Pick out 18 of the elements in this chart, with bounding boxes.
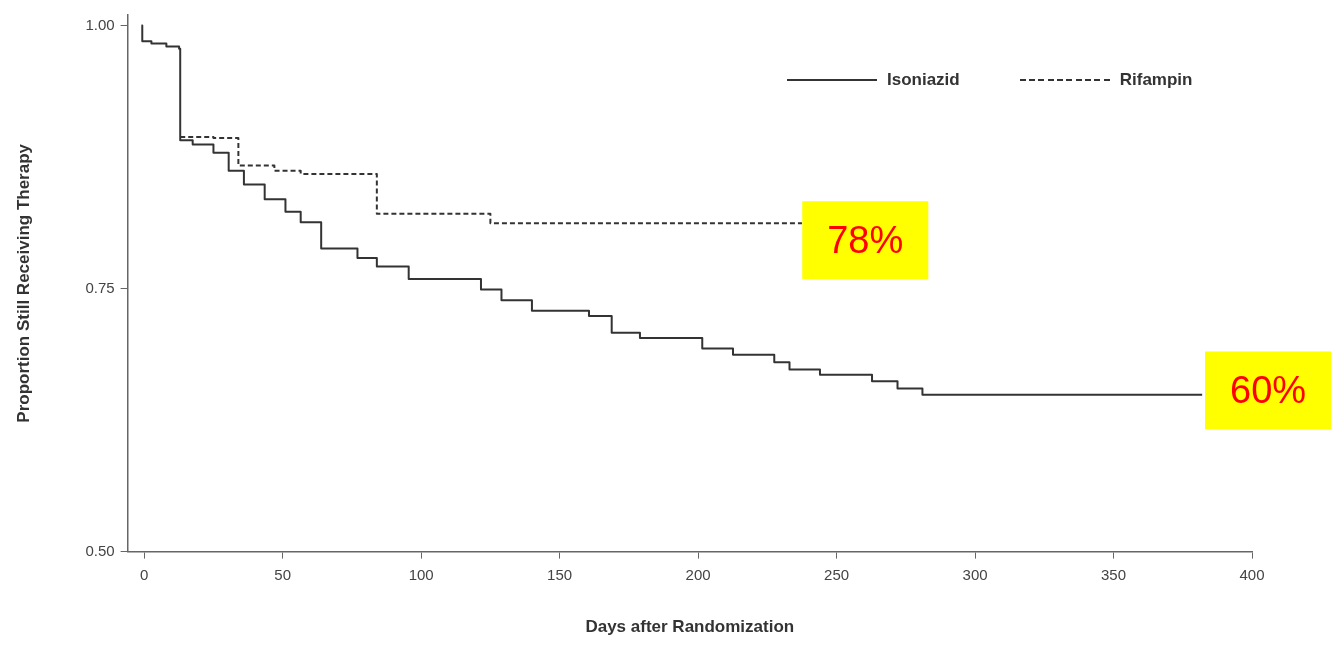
annotation: 60% — [1230, 369, 1307, 412]
legend-label: Isoniazid — [887, 70, 960, 90]
y-tick-label: 0.50 — [85, 541, 115, 559]
x-tick-label: 250 — [824, 565, 850, 583]
x-tick-label: 300 — [962, 565, 988, 583]
x-tick-label: 100 — [408, 565, 434, 583]
y-tick-label: 0.75 — [85, 278, 115, 296]
x-tick-label: 50 — [274, 565, 292, 583]
y-tick-label: 1.00 — [85, 15, 115, 33]
x-tick-label: 150 — [547, 565, 573, 583]
annotation: 78% — [827, 218, 904, 261]
x-tick-label: 350 — [1101, 565, 1127, 583]
x-tick-label: 0 — [140, 565, 149, 583]
x-tick-label: 200 — [685, 565, 711, 583]
x-axis-title: Days after Randomization — [585, 617, 795, 637]
legend-label: Rifampin — [1119, 70, 1193, 90]
y-axis-title: Proportion Still Receiving Therapy — [13, 143, 33, 423]
x-tick-label: 400 — [1239, 565, 1265, 583]
